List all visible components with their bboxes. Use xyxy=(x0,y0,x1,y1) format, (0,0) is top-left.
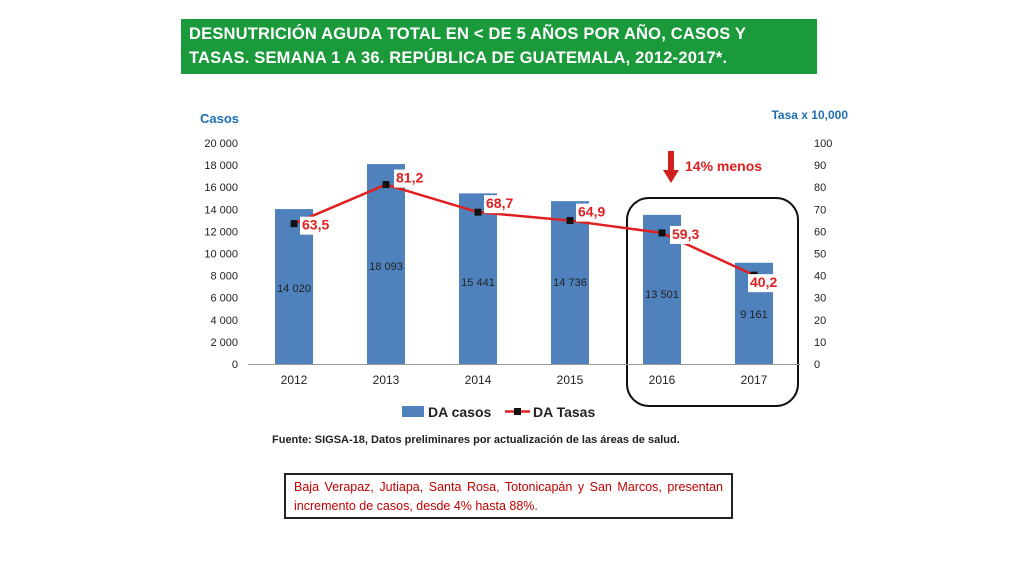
bar-value-label: 14 736 xyxy=(553,277,587,289)
legend-line-marker xyxy=(514,408,521,415)
left-tick-label: 4 000 xyxy=(210,315,238,327)
x-tick-label: 2013 xyxy=(373,373,400,387)
left-tick-label: 14 000 xyxy=(204,204,238,216)
right-tick-label: 20 xyxy=(814,315,826,327)
rate-label-bg xyxy=(394,169,428,188)
left-tick-label: 20 000 xyxy=(204,138,238,150)
right-tick-label: 30 xyxy=(814,293,826,305)
right-tick-label: 10 xyxy=(814,337,826,349)
rate-label-bg xyxy=(300,216,334,235)
left-tick-label: 6 000 xyxy=(210,293,238,305)
right-tick-label: 70 xyxy=(814,204,826,216)
down-arrow-shaft xyxy=(668,151,674,171)
left-tick-label: 2 000 xyxy=(210,337,238,349)
note-box: Baja Verapaz, Jutiapa, Santa Rosa, Toton… xyxy=(284,473,733,519)
x-tick-label: 2014 xyxy=(465,373,492,387)
rate-marker xyxy=(290,220,298,228)
rate-label-bg xyxy=(748,274,782,293)
left-tick-label: 10 000 xyxy=(204,249,238,261)
down-arrow-icon xyxy=(663,170,679,183)
rate-marker xyxy=(474,208,482,216)
right-tick-label: 80 xyxy=(814,182,826,194)
bar-value-label: 18 093 xyxy=(369,261,403,273)
left-tick-label: 18 000 xyxy=(204,160,238,172)
right-axis-title: Tasa x 10,000 xyxy=(771,108,848,122)
x-tick-label: 2017 xyxy=(741,373,768,387)
bar-value-label: 9 161 xyxy=(740,309,768,321)
rate-marker xyxy=(566,217,574,225)
rate-value-label: 59,3 xyxy=(672,226,699,242)
left-tick-label: 16 000 xyxy=(204,182,238,194)
source-note: Fuente: SIGSA-18, Datos preliminares por… xyxy=(272,434,680,446)
x-tick-label: 2015 xyxy=(557,373,584,387)
left-tick-label: 8 000 xyxy=(210,271,238,283)
rate-value-label: 64,9 xyxy=(578,204,605,220)
left-tick-label: 0 xyxy=(232,359,238,371)
chart-title-line-1: DESNUTRICIÓN AGUDA TOTAL EN < DE 5 AÑOS … xyxy=(189,25,747,43)
rate-value-label: 63,5 xyxy=(302,217,329,233)
legend-bar-label: DA casos xyxy=(428,404,492,420)
rate-marker xyxy=(382,181,390,189)
highlight-box xyxy=(626,197,799,407)
left-axis-title: Casos xyxy=(200,111,239,126)
right-tick-label: 40 xyxy=(814,271,826,283)
x-tick-label: 2012 xyxy=(281,373,308,387)
right-tick-label: 100 xyxy=(814,138,832,150)
bar-2012 xyxy=(275,209,313,364)
chart-title-line-2: TASAS. SEMANA 1 A 36. REPÚBLICA DE GUATE… xyxy=(189,49,728,67)
rate-label-bg xyxy=(484,195,518,214)
legend-line-label: DA Tasas xyxy=(533,404,595,420)
rate-value-label: 40,2 xyxy=(750,274,777,290)
right-tick-label: 60 xyxy=(814,226,826,238)
rate-label-bg xyxy=(670,225,704,244)
chart-title-box: DESNUTRICIÓN AGUDA TOTAL EN < DE 5 AÑOS … xyxy=(181,19,817,74)
combo-chart: 0 2 000 4 000 6 000 8 000 10 000 12 000 14 000 1… xyxy=(200,108,848,420)
bar-2015 xyxy=(551,201,589,364)
x-tick-label: 2016 xyxy=(649,373,676,387)
bar-2013 xyxy=(367,164,405,364)
bar-value-label: 14 020 xyxy=(277,283,311,295)
bar-value-label: 15 441 xyxy=(461,277,495,289)
right-tick-label: 0 xyxy=(814,359,820,371)
annotation-text: 14% menos xyxy=(685,158,762,174)
rate-value-label: 81,2 xyxy=(396,170,423,186)
legend-bar-swatch xyxy=(402,406,424,417)
rate-value-label: 68,7 xyxy=(486,195,513,211)
rate-marker xyxy=(658,229,666,237)
right-tick-label: 50 xyxy=(814,249,826,261)
left-tick-label: 12 000 xyxy=(204,226,238,238)
bar-2014 xyxy=(459,193,497,364)
right-tick-label: 90 xyxy=(814,160,826,172)
bar-value-label: 13 501 xyxy=(645,289,679,301)
rate-label-bg xyxy=(576,203,610,222)
